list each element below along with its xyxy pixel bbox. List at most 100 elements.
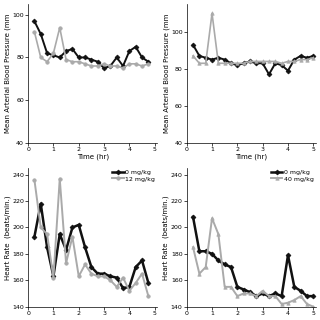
0 mg/kg <box>216 56 220 60</box>
40 mg/kg <box>286 60 290 63</box>
0 mg/kg <box>108 274 112 278</box>
0 mg/kg <box>197 54 201 58</box>
0 mg/kg <box>140 259 144 262</box>
40 mg/kg <box>254 294 258 298</box>
0 mg/kg <box>261 292 265 295</box>
12 mg/kg <box>58 26 62 29</box>
0 mg/kg <box>267 72 271 76</box>
40 mg/kg <box>299 58 303 61</box>
40 mg/kg <box>248 292 252 295</box>
0 mg/kg <box>242 288 245 292</box>
12 mg/kg <box>64 261 68 265</box>
40 mg/kg <box>223 285 227 289</box>
12 mg/kg <box>140 64 144 68</box>
12 mg/kg <box>39 56 43 60</box>
0 mg/kg <box>299 289 303 293</box>
12 mg/kg <box>127 289 131 293</box>
40 mg/kg <box>280 302 284 306</box>
0 mg/kg <box>33 19 36 23</box>
12 mg/kg <box>115 64 119 68</box>
12 mg/kg <box>90 272 93 276</box>
0 mg/kg <box>58 232 62 236</box>
0 mg/kg <box>90 58 93 61</box>
12 mg/kg <box>147 62 150 66</box>
12 mg/kg <box>121 66 125 70</box>
Line: 0 mg/kg: 0 mg/kg <box>191 215 315 298</box>
0 mg/kg <box>286 253 290 257</box>
0 mg/kg <box>134 45 138 49</box>
40 mg/kg <box>229 61 233 65</box>
Y-axis label: Mean Arterial Blood Pressure (mm: Mean Arterial Blood Pressure (mm <box>163 14 170 133</box>
0 mg/kg <box>204 249 208 253</box>
12 mg/kg <box>96 274 100 278</box>
0 mg/kg <box>267 294 271 298</box>
12 mg/kg <box>96 64 100 68</box>
40 mg/kg <box>254 60 258 63</box>
40 mg/kg <box>305 58 309 61</box>
0 mg/kg <box>229 61 233 65</box>
0 mg/kg <box>108 64 112 68</box>
0 mg/kg <box>236 285 239 289</box>
0 mg/kg <box>90 265 93 269</box>
40 mg/kg <box>236 61 239 65</box>
12 mg/kg <box>45 60 49 64</box>
0 mg/kg <box>127 285 131 289</box>
12 mg/kg <box>33 178 36 182</box>
40 mg/kg <box>216 61 220 65</box>
40 mg/kg <box>223 61 227 65</box>
0 mg/kg <box>115 276 119 280</box>
0 mg/kg <box>115 56 119 60</box>
12 mg/kg <box>147 294 150 298</box>
0 mg/kg <box>223 58 227 61</box>
0 mg/kg <box>223 262 227 266</box>
0 mg/kg <box>292 58 296 61</box>
12 mg/kg <box>64 58 68 61</box>
Y-axis label: Heart Rate  (beats/min.): Heart Rate (beats/min.) <box>163 195 169 280</box>
0 mg/kg <box>216 259 220 262</box>
12 mg/kg <box>115 285 119 289</box>
40 mg/kg <box>216 232 220 236</box>
0 mg/kg <box>140 56 144 60</box>
Legend: 0 mg/kg, 12 mg/kg: 0 mg/kg, 12 mg/kg <box>112 169 156 182</box>
0 mg/kg <box>77 223 81 227</box>
12 mg/kg <box>108 278 112 282</box>
40 mg/kg <box>242 292 245 295</box>
40 mg/kg <box>191 54 195 58</box>
40 mg/kg <box>311 305 315 308</box>
0 mg/kg <box>121 64 125 68</box>
40 mg/kg <box>210 216 214 220</box>
Line: 0 mg/kg: 0 mg/kg <box>191 43 315 76</box>
40 mg/kg <box>204 61 208 65</box>
0 mg/kg <box>191 43 195 47</box>
0 mg/kg <box>191 215 195 219</box>
X-axis label: Time (hr): Time (hr) <box>76 153 109 160</box>
40 mg/kg <box>267 294 271 298</box>
40 mg/kg <box>311 56 315 60</box>
0 mg/kg <box>64 49 68 53</box>
12 mg/kg <box>77 60 81 64</box>
40 mg/kg <box>197 272 201 276</box>
Line: 40 mg/kg: 40 mg/kg <box>191 12 315 65</box>
Y-axis label: Heart Rate  (beats/min.): Heart Rate (beats/min.) <box>4 195 11 280</box>
0 mg/kg <box>305 56 309 60</box>
0 mg/kg <box>229 265 233 269</box>
0 mg/kg <box>197 249 201 253</box>
12 mg/kg <box>70 60 74 64</box>
0 mg/kg <box>280 294 284 298</box>
40 mg/kg <box>248 60 252 63</box>
0 mg/kg <box>242 61 245 65</box>
0 mg/kg <box>273 61 277 65</box>
0 mg/kg <box>311 294 315 298</box>
0 mg/kg <box>83 56 87 60</box>
12 mg/kg <box>58 177 62 180</box>
40 mg/kg <box>292 298 296 302</box>
0 mg/kg <box>147 281 150 285</box>
40 mg/kg <box>261 289 265 293</box>
0 mg/kg <box>254 294 258 298</box>
0 mg/kg <box>292 285 296 289</box>
0 mg/kg <box>33 235 36 239</box>
0 mg/kg <box>147 60 150 64</box>
0 mg/kg <box>305 294 309 298</box>
Line: 12 mg/kg: 12 mg/kg <box>33 177 150 298</box>
0 mg/kg <box>311 54 315 58</box>
